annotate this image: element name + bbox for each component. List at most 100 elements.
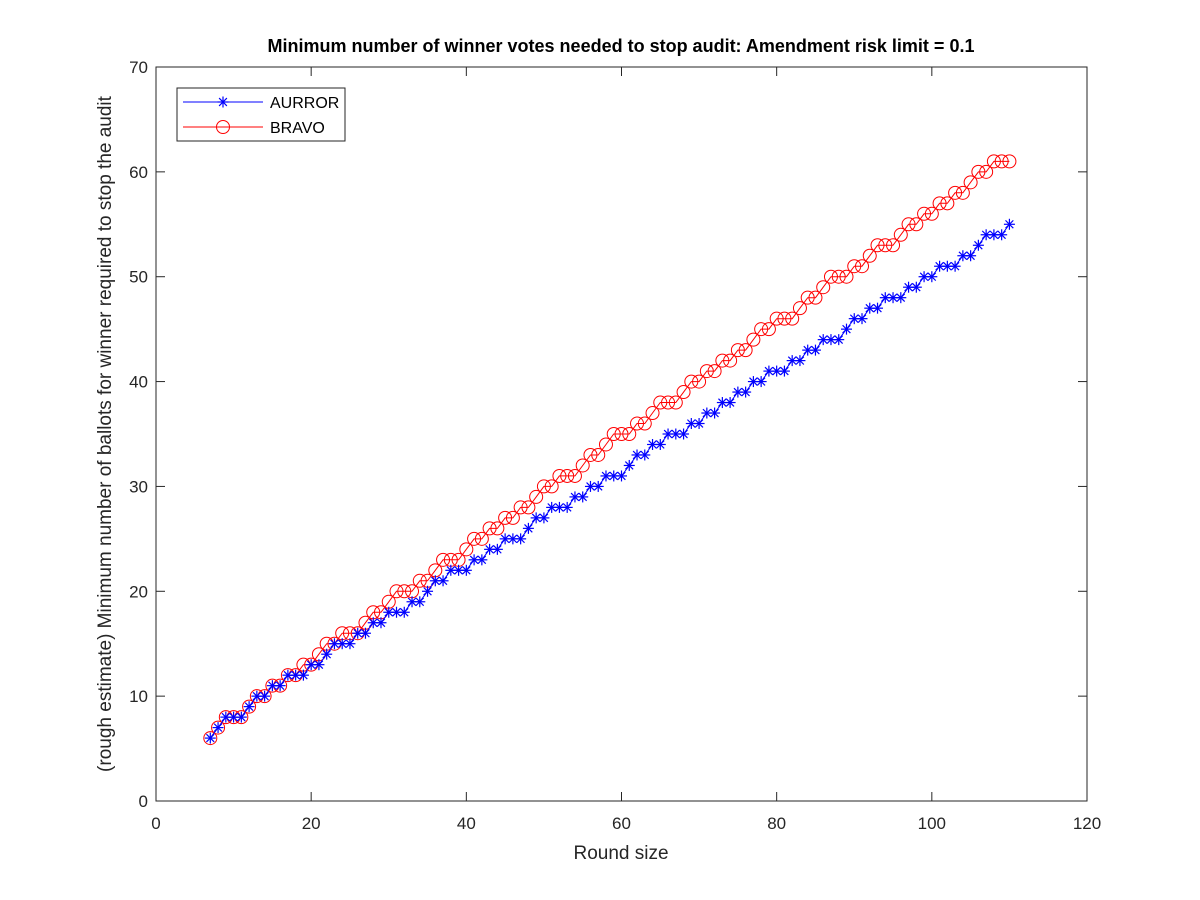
point-bravo-49 (529, 489, 544, 504)
point-aurror-32 (398, 606, 410, 618)
point-aurror-63 (639, 449, 651, 461)
plot-frame (155, 66, 1088, 802)
point-aurror-103 (949, 260, 961, 272)
legend-aurror-label: AURROR (270, 95, 339, 112)
point-aurror-27 (359, 627, 371, 639)
point-bravo-31 (389, 584, 404, 599)
chart-title: Minimum number of winner votes needed to… (268, 36, 975, 56)
point-aurror-36 (429, 575, 441, 587)
point-aurror-65 (654, 438, 666, 450)
point-aurror-16 (274, 680, 286, 692)
point-bravo-48 (521, 500, 536, 515)
point-bravo-99 (917, 206, 932, 221)
point-bravo-50 (536, 479, 551, 494)
point-bravo-62 (630, 416, 645, 431)
point-bravo-105 (963, 175, 978, 190)
point-bravo-90 (847, 259, 862, 274)
point-aurror-53 (561, 501, 573, 513)
point-bravo-37 (436, 552, 451, 567)
x-tick-label-1: 20 (302, 814, 321, 833)
point-bravo-44 (490, 521, 505, 536)
point-aurror-106 (972, 239, 984, 251)
point-aurror-19 (297, 669, 309, 681)
y-tick-label-2: 20 (129, 582, 148, 601)
point-aurror-37 (437, 575, 449, 587)
point-aurror-13 (251, 690, 263, 702)
point-bravo-60 (614, 427, 629, 441)
legend: AURROR BRAVO (176, 87, 346, 142)
point-aurror-74 (724, 397, 736, 409)
point-bravo-7 (203, 731, 218, 746)
point-bravo-56 (583, 447, 598, 462)
point-bravo-104 (955, 185, 970, 200)
legend-bravo-label: BRAVO (270, 120, 325, 137)
point-aurror-70 (693, 418, 705, 430)
point-aurror-11 (235, 711, 247, 723)
point-aurror-100 (926, 271, 938, 283)
point-aurror-82 (786, 355, 798, 367)
point-aurror-29 (375, 617, 387, 629)
point-bravo-76 (738, 343, 753, 358)
point-aurror-23 (328, 638, 340, 650)
point-bravo-81 (777, 311, 792, 326)
point-bravo-82 (785, 311, 800, 326)
point-aurror-96 (895, 292, 907, 304)
point-aurror-78 (755, 376, 767, 388)
y-tick-label-0: 0 (139, 792, 148, 811)
point-aurror-47 (515, 533, 527, 545)
point-bravo-63 (637, 416, 652, 431)
point-aurror-55 (577, 491, 589, 503)
point-bravo-68 (676, 385, 691, 400)
point-bravo-69 (684, 374, 699, 389)
legend-bravo-marker (216, 120, 230, 134)
point-aurror-8 (212, 722, 224, 734)
point-aurror-52 (553, 501, 565, 513)
point-aurror-21 (313, 659, 325, 671)
point-aurror-44 (491, 543, 503, 555)
point-bravo-70 (692, 374, 707, 389)
point-aurror-42 (476, 554, 488, 566)
y-tick-label-1: 10 (129, 687, 148, 706)
point-aurror-25 (344, 638, 356, 650)
point-bravo-12 (242, 699, 257, 714)
point-bravo-58 (598, 437, 613, 452)
series-aurror (204, 218, 1015, 744)
point-bravo-93 (870, 238, 885, 253)
point-aurror-85 (809, 344, 821, 356)
point-bravo-94 (878, 238, 893, 253)
point-bravo-59 (606, 427, 621, 441)
point-aurror-9 (220, 711, 232, 723)
point-bravo-85 (808, 290, 823, 305)
point-bravo-96 (893, 227, 908, 242)
point-bravo-52 (552, 468, 567, 483)
point-bravo-66 (661, 395, 676, 410)
point-bravo-102 (940, 196, 955, 211)
point-bravo-51 (544, 479, 559, 494)
y-tick-label-7: 70 (129, 58, 148, 77)
axes-layer: 0 20 40 60 80 100 120 0 10 20 30 40 50 60 70 (129, 58, 1101, 833)
legend-bravo-marker-shape (216, 120, 230, 134)
point-bravo-43 (482, 521, 497, 536)
point-bravo-73 (715, 353, 730, 368)
point-bravo-42 (474, 531, 489, 546)
point-bravo-95 (886, 238, 901, 253)
legend-aurror-marker-shape (217, 96, 229, 108)
point-aurror-50 (538, 512, 550, 524)
point-bravo-74 (723, 353, 738, 368)
point-bravo-86 (816, 280, 831, 295)
point-aurror-83 (794, 355, 806, 367)
point-bravo-110 (1002, 154, 1017, 169)
point-aurror-92 (864, 302, 876, 314)
point-bravo-65 (653, 395, 668, 410)
point-aurror-7 (204, 732, 216, 744)
point-bravo-40 (459, 542, 474, 557)
point-bravo-54 (567, 468, 582, 483)
point-bravo-71 (699, 364, 714, 379)
point-bravo-75 (730, 343, 745, 358)
point-bravo-72 (707, 364, 722, 379)
point-bravo-101 (932, 196, 947, 211)
point-bravo-78 (754, 322, 769, 337)
point-aurror-38 (445, 564, 457, 576)
point-aurror-95 (887, 292, 899, 304)
series-layer (203, 154, 1017, 746)
